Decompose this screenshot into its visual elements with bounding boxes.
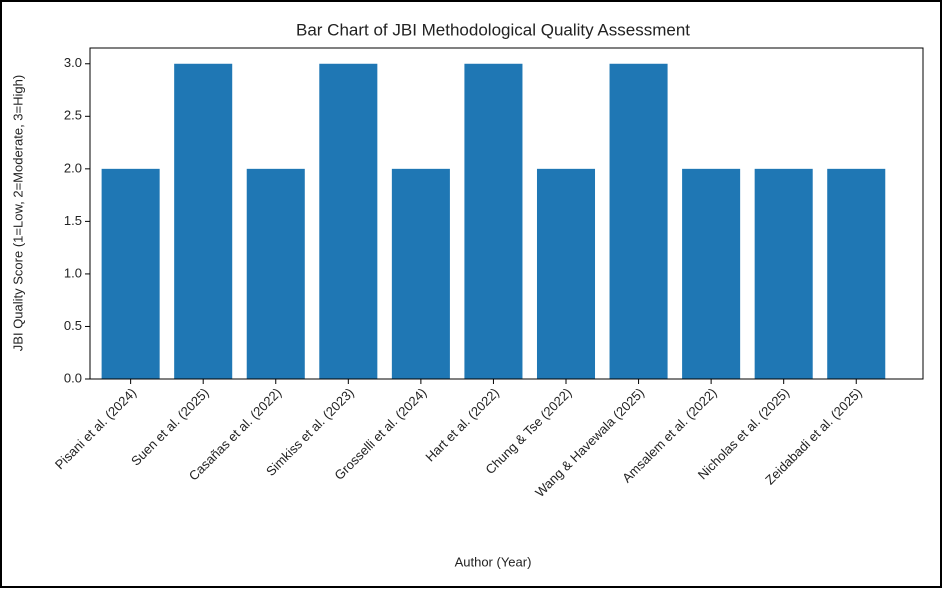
bar [391,168,450,379]
bar [246,168,305,379]
y-tick-label: 1.0 [64,265,82,280]
x-axis-label: Author (Year) [455,554,532,569]
bar [174,63,233,380]
bar [536,168,596,379]
y-axis-label: JBI Quality Score (1=Low, 2=Moderate, 3=… [10,75,25,351]
bar [609,63,668,380]
y-tick-label: 3.0 [64,55,82,70]
y-tick-label: 1.5 [64,213,82,228]
y-tick-label: 2.5 [64,108,82,123]
bar [827,168,886,379]
bar [464,63,523,380]
chart-title: Bar Chart of JBI Methodological Quality … [296,20,690,39]
plot-area [89,47,924,380]
y-tick-label: 2.0 [64,160,82,175]
y-tick-label: 0.5 [64,318,82,333]
bar [754,168,813,379]
y-tick-label: 0.0 [64,370,82,385]
bar [319,63,378,380]
bar [682,168,741,379]
bar [101,168,160,379]
